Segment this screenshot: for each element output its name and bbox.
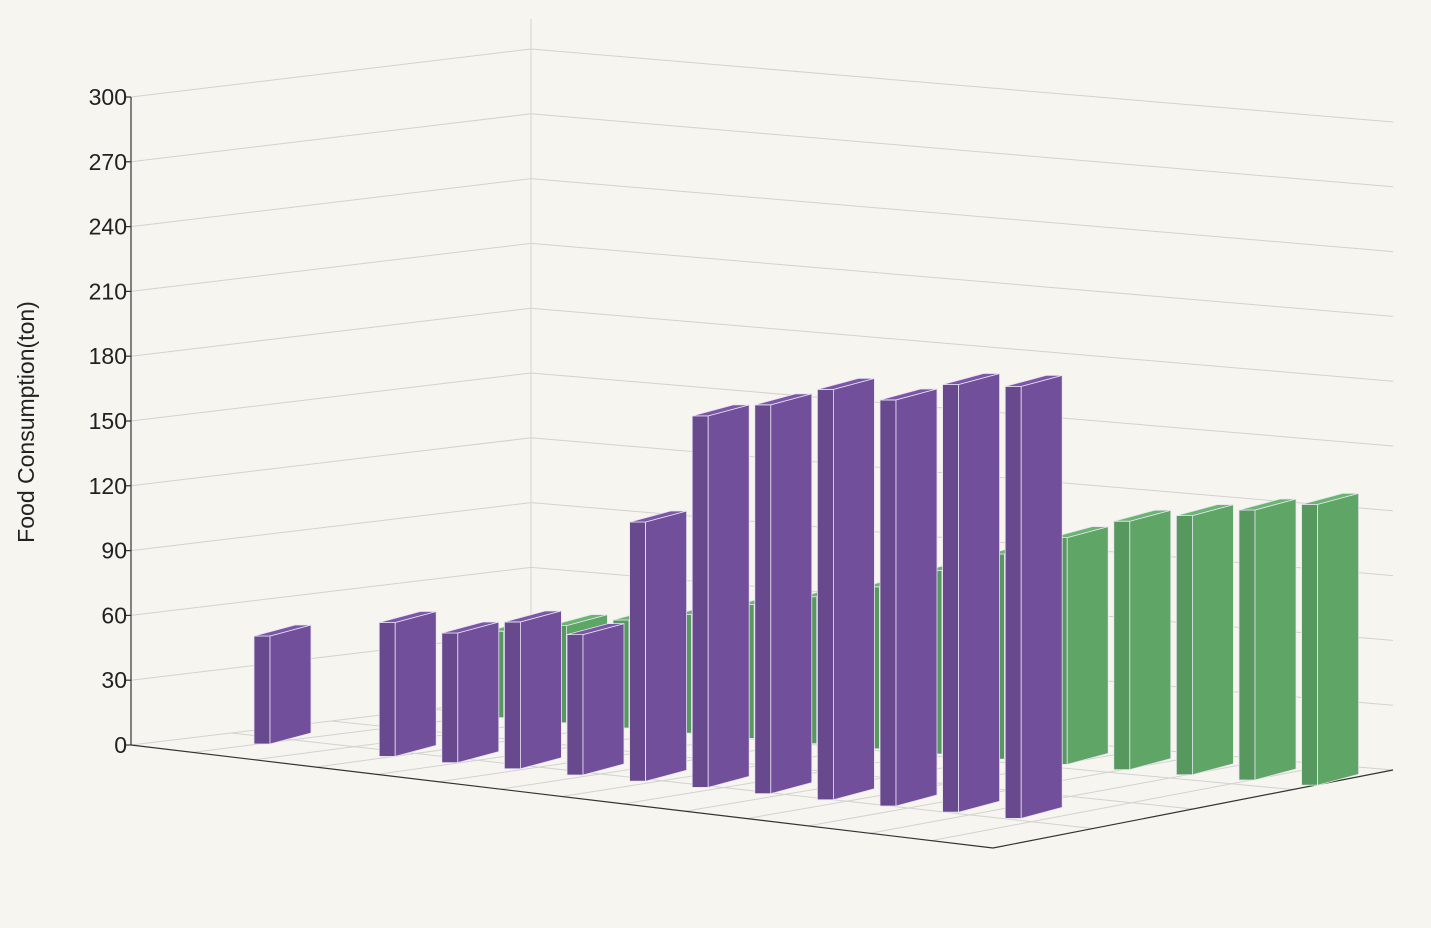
grid-line [130, 307, 1394, 382]
chart-bars [253, 372, 1359, 819]
y-tick-label: 270 [89, 149, 127, 175]
bar-face-top [566, 623, 625, 635]
bar [754, 393, 813, 795]
bar [566, 623, 625, 776]
bar-face-front [394, 610, 437, 757]
bar-face-top [942, 373, 1000, 385]
bar-face-front [770, 393, 813, 795]
bar-face-top [1176, 504, 1234, 516]
bar-face-left [566, 634, 584, 776]
bar-face-front [1020, 374, 1063, 819]
bar [629, 510, 687, 782]
bar-face-top [1113, 509, 1171, 522]
bar-face-front [1129, 509, 1172, 771]
bar-face-top [1301, 493, 1359, 505]
bar-face-left [253, 635, 271, 745]
bar [441, 621, 500, 764]
bar-face-top [692, 404, 750, 417]
bar-face-top [1238, 498, 1297, 511]
y-tick-label: 0 [114, 732, 127, 758]
bar-face-top [1005, 375, 1063, 387]
bar-face-front [833, 377, 875, 801]
bar-face-front [269, 624, 312, 745]
bar-face-front [1254, 498, 1297, 781]
y-tick-label: 210 [89, 278, 127, 304]
bar [1176, 504, 1234, 776]
bar-face-left [504, 621, 521, 770]
bar [504, 610, 562, 770]
bar-face-left [1301, 504, 1318, 786]
bar-face-left [691, 415, 709, 788]
bar [1238, 498, 1297, 781]
bar [378, 610, 437, 757]
chart-labels: 0 30 60 90 120 150 180 210 240 270 300 [89, 84, 127, 758]
bar-face-left [378, 622, 396, 757]
bar-face-top [379, 611, 437, 623]
bar-face-front [457, 621, 500, 764]
bar [942, 372, 1000, 813]
bar-face-top [629, 510, 687, 523]
y-tick-label: 180 [89, 343, 127, 369]
grid-line [130, 178, 1394, 253]
bar-face-top [754, 393, 812, 406]
bar [817, 377, 875, 801]
bar-face-left [817, 389, 834, 801]
bar-face-left [1238, 509, 1256, 781]
y-tick-label: 30 [101, 667, 127, 693]
bar-face-top [441, 621, 499, 634]
bar-face-top [817, 378, 875, 390]
bar-face-left [1176, 515, 1193, 776]
bar-face-left [441, 632, 459, 763]
y-axis-title: Food Consumption(ton) [13, 301, 39, 543]
x-axis-line [130, 744, 994, 849]
bar-face-left [1004, 386, 1022, 819]
bar-face-front [707, 404, 750, 788]
y-tick-label: 60 [101, 602, 127, 628]
bar-face-left [879, 399, 897, 807]
bar [879, 388, 938, 807]
bar-face-front [1066, 526, 1109, 765]
bar-face-top [253, 624, 312, 637]
grid-line [130, 242, 1394, 317]
bar [1113, 509, 1172, 771]
bar-face-top [504, 610, 562, 623]
bar [691, 404, 750, 788]
grid-line [130, 48, 1394, 123]
bar-face-front [582, 623, 625, 776]
bar-face-left [754, 404, 772, 794]
grid-line [130, 113, 1394, 188]
bar [1004, 374, 1063, 819]
bar-face-front [1317, 492, 1359, 786]
bar-face-front [520, 610, 562, 770]
bar-face-left [942, 384, 959, 813]
bar [253, 624, 312, 745]
bar-face-left [629, 521, 646, 782]
bar [1301, 492, 1359, 786]
y-tick-label: 240 [89, 214, 127, 240]
y-tick-label: 300 [89, 84, 127, 110]
bar-face-front [958, 372, 1000, 813]
bar-face-left [1113, 520, 1131, 770]
bar-face-top [879, 388, 938, 401]
y-tick-label: 150 [89, 408, 127, 434]
bar-face-front [645, 510, 687, 782]
y-tick-label: 90 [101, 538, 127, 564]
bar-face-front [1192, 504, 1234, 776]
bar-face-front [895, 388, 938, 807]
chart-axes [125, 96, 1394, 849]
y-tick-label: 120 [89, 473, 127, 499]
